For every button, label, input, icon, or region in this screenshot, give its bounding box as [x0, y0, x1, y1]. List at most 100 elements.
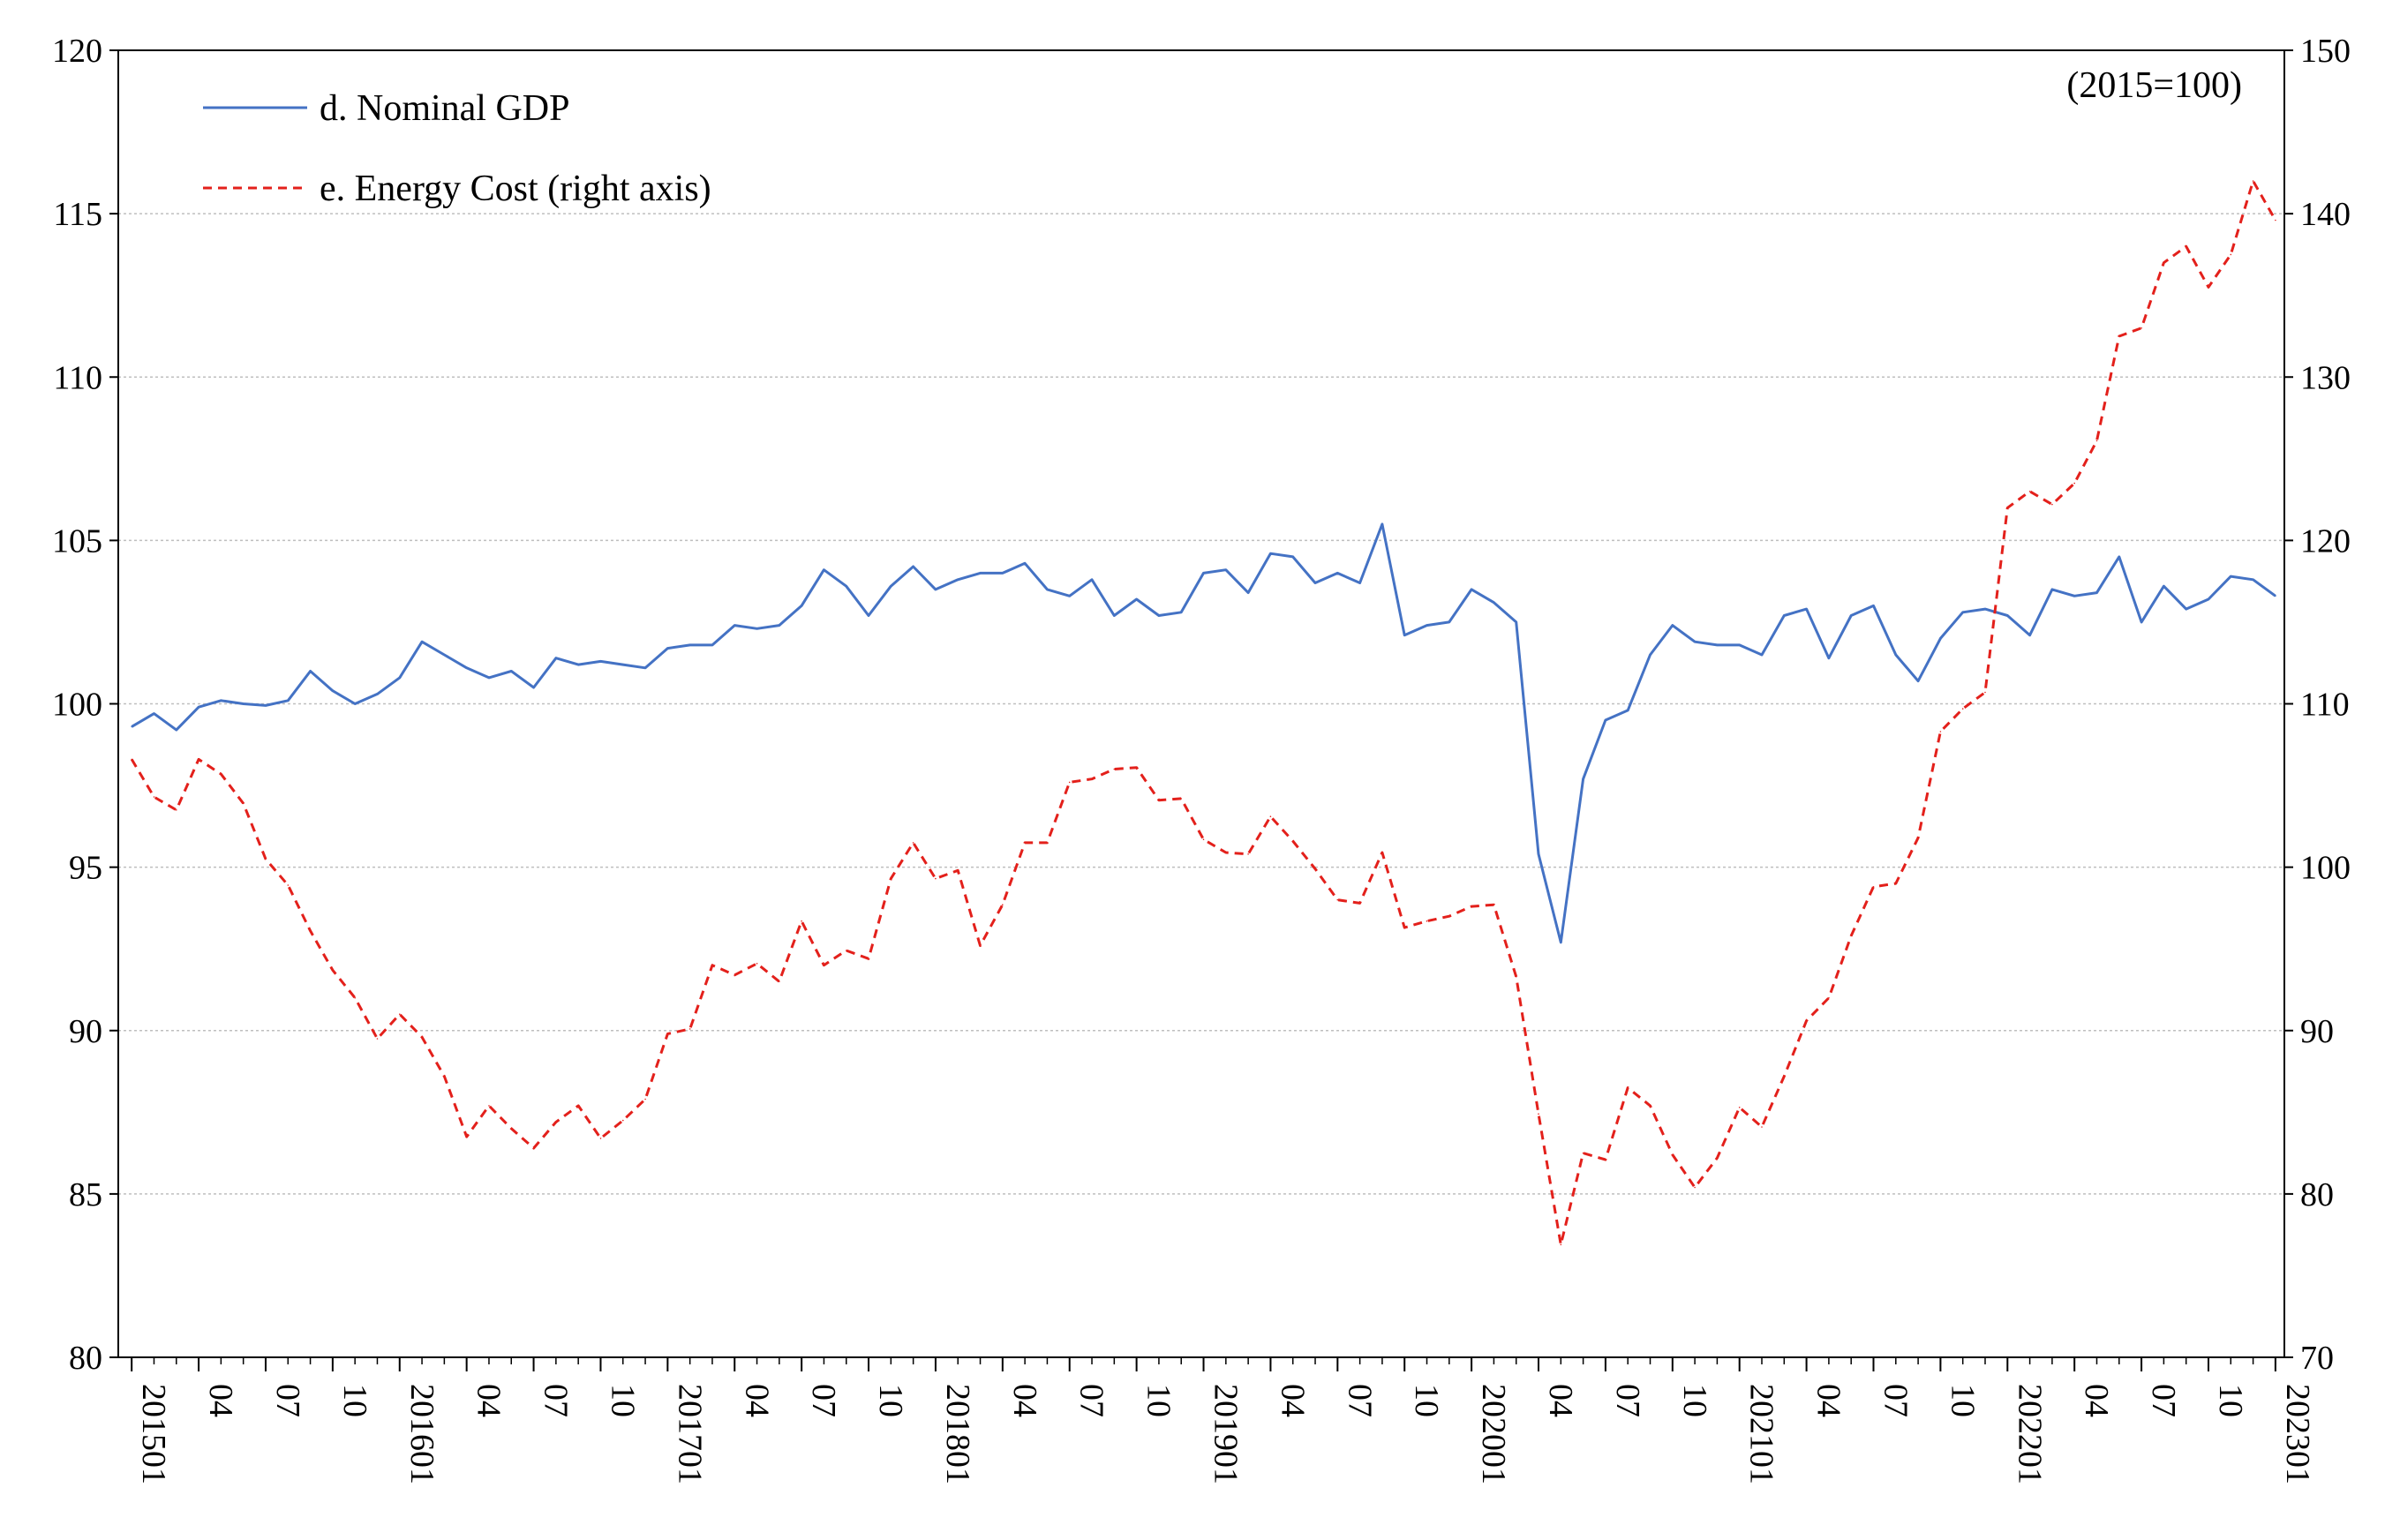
energy-point: [622, 1119, 624, 1122]
gdp-point: [376, 693, 379, 695]
gdp-point: [577, 664, 579, 665]
energy-point: [421, 1036, 423, 1038]
gdp-point: [1605, 719, 1606, 721]
energy-point: [845, 950, 847, 951]
right-axis-ticks: 70 80 90 100 110 120 130 140 150: [2284, 33, 2351, 1377]
energy-point: [1538, 1113, 1539, 1115]
energy-point: [2051, 503, 2053, 506]
gdp-point: [1582, 778, 1584, 780]
gdp-point: [868, 614, 869, 617]
energy-point: [131, 758, 132, 761]
energy-point: [488, 1105, 490, 1107]
gdp-point: [1515, 621, 1517, 623]
energy-point: [957, 869, 959, 872]
energy-point: [2118, 335, 2120, 337]
energy-point: [198, 758, 199, 761]
x-tick-label: 10: [1676, 1384, 1713, 1417]
energy-point: [1314, 868, 1316, 870]
gdp-point: [734, 624, 736, 627]
energy-point: [1002, 904, 1004, 905]
energy-point: [1515, 975, 1517, 978]
gdp-point: [1269, 552, 1272, 554]
energy-point: [1336, 898, 1339, 901]
gdp-point: [1872, 605, 1875, 607]
gdp-point: [399, 677, 401, 679]
gdp-point: [198, 706, 199, 708]
energy-point: [734, 974, 736, 976]
gdp-point: [599, 660, 602, 663]
gdp-point: [1961, 612, 1964, 613]
gdp-point: [2140, 621, 2142, 623]
energy-point: [1761, 1126, 1763, 1128]
energy-point: [399, 1013, 401, 1015]
energy-point: [1783, 1075, 1786, 1078]
energy-point: [465, 1136, 468, 1138]
gdp-point: [1984, 608, 1986, 610]
gdp-point: [2185, 608, 2187, 610]
legend-label-gdp: d. Nominal GDP: [320, 88, 570, 129]
x-tick-label: 201801: [939, 1384, 976, 1484]
energy-point: [1694, 1186, 1696, 1189]
x-tick-label: 10: [604, 1384, 641, 1417]
gdp-point: [309, 670, 312, 672]
energy-point: [1961, 708, 1964, 710]
x-tick-label: 04: [1274, 1384, 1311, 1417]
energy-point: [1895, 883, 1897, 884]
energy-point: [1939, 731, 1942, 732]
energy-point: [354, 996, 357, 999]
energy-point: [1426, 920, 1428, 922]
gdp-point: [1761, 654, 1763, 656]
x-tick-label: 201901: [1208, 1384, 1245, 1484]
gdp-point: [242, 702, 245, 705]
left-tick-label-105: 105: [52, 522, 102, 560]
x-tick-label: 07: [538, 1384, 575, 1417]
energy-point: [1448, 915, 1450, 917]
energy-point: [1381, 852, 1383, 853]
energy-point: [1649, 1105, 1651, 1107]
x-tick-label: 201601: [403, 1384, 440, 1484]
left-tick-label-110: 110: [53, 359, 102, 396]
gdp-point: [823, 568, 825, 571]
right-tick-label-140: 140: [2300, 196, 2351, 233]
gdp-point: [332, 689, 334, 692]
energy-point: [1716, 1157, 1719, 1159]
energy-point: [2140, 327, 2142, 329]
energy-point: [1805, 1019, 1808, 1022]
energy-point: [666, 1033, 669, 1035]
x-tick-label: 04: [202, 1384, 239, 1417]
energy-point: [1738, 1107, 1741, 1108]
gdp-point: [1895, 654, 1897, 656]
gdp-point: [2095, 591, 2098, 594]
x-tick-label: 07: [1341, 1384, 1378, 1417]
gdp-point: [510, 670, 513, 672]
gdp-point: [488, 677, 490, 679]
gdp-point: [287, 700, 290, 702]
energy-point: [935, 877, 937, 880]
left-tick-label-80: 80: [69, 1340, 102, 1377]
gdp-point: [532, 687, 535, 688]
right-tick-label-70: 70: [2300, 1340, 2334, 1377]
gdp-point: [1917, 680, 1919, 682]
energy-point: [1627, 1086, 1629, 1089]
gdp-point: [1426, 624, 1428, 627]
gdp-point: [688, 644, 691, 646]
energy-point: [1672, 1153, 1674, 1156]
gdp-point: [555, 657, 557, 659]
gdp-point: [622, 664, 624, 665]
gdp-point: [1113, 614, 1116, 617]
energy-point: [2275, 219, 2276, 222]
x-tick-label: 10: [1944, 1384, 1981, 1417]
energy-point: [2006, 507, 2009, 509]
energy-point: [376, 1038, 379, 1040]
gdp-point: [1002, 572, 1004, 575]
energy-point: [823, 964, 825, 966]
energy-point: [510, 1128, 513, 1130]
legend-label-energy: e. Energy Cost (right axis): [320, 169, 711, 209]
x-tick-label: 04: [2078, 1384, 2115, 1417]
x-axis-ticks: 201501 04 07 10 201601 04 07 10 201701 04 07 10 2018…: [131, 1357, 2316, 1484]
x-tick-label: 10: [336, 1384, 373, 1417]
gdp-point: [1091, 579, 1093, 581]
energy-point: [1358, 902, 1361, 905]
energy-point: [532, 1147, 535, 1149]
gdp-point: [2230, 575, 2232, 577]
